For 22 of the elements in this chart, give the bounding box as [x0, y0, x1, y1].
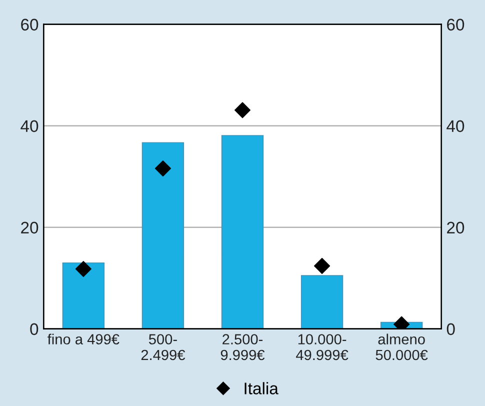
y-tick-label: 20 [21, 222, 38, 234]
y2-tick-label: 40 [446, 120, 464, 132]
x-tick-label: 500- 2.499€ [141, 334, 186, 360]
bar [221, 135, 264, 329]
legend-label: Italia [244, 382, 278, 394]
x-tick-label: 10.000- 49.999€ [296, 334, 348, 360]
y-tick-label: 60 [21, 18, 38, 31]
x-tick-label: 2.500- 9.999€ [220, 334, 265, 360]
y2-tick-label: 20 [447, 222, 464, 234]
y-tick-label: 40 [20, 120, 38, 132]
y2-tick-label: 0 [446, 323, 455, 336]
y2-tick-label: 60 [447, 18, 464, 31]
x-tick-label: almeno 50.000€ [376, 334, 428, 360]
bar [62, 262, 105, 329]
point [314, 258, 330, 274]
bar [142, 142, 184, 329]
y-tick-label: 0 [30, 323, 38, 336]
point [154, 160, 171, 177]
bar [300, 275, 344, 329]
x-tick-label: fino a 499€ [48, 334, 120, 344]
point [75, 260, 92, 278]
point [234, 102, 251, 118]
